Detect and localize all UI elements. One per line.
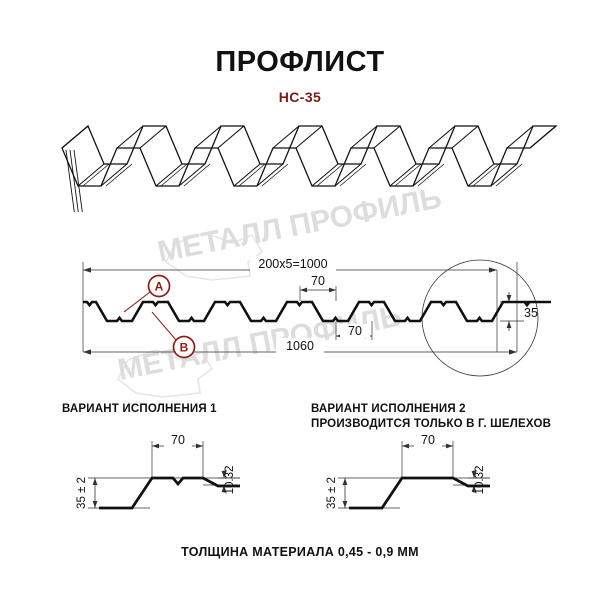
isometric-edge-hatch <box>69 149 79 213</box>
isometric-edge-hatch <box>65 149 75 213</box>
variant-1-dimension-top-width-label: 70 <box>171 433 185 447</box>
isometric-fold-line <box>194 125 222 149</box>
dimension-height: 35 <box>500 292 538 331</box>
callout-marker-a-label: A <box>155 280 164 294</box>
isometric-fold-line <box>217 125 245 149</box>
variant-2-dimension-flange-label: 10.32 <box>474 466 486 495</box>
dimension-trough-width-label: 70 <box>348 324 362 338</box>
isometric-fold-line <box>350 125 378 149</box>
callout-marker-b[interactable]: B <box>151 311 196 359</box>
isometric-edge-hatch <box>73 149 83 213</box>
variant-2-dimension-height: 35 ± 2 <box>326 477 348 509</box>
isometric-fold-line <box>77 163 105 187</box>
dimension-crest-width-label: 70 <box>311 274 325 288</box>
variant-2-drawing: 70 10.32 35 ± 2 <box>326 433 490 510</box>
isometric-rib-line <box>183 163 211 187</box>
variant-1-dimension-height: 35 ± 2 <box>76 477 98 509</box>
variant-1-drawing: 70 10.32 35 ± 2 <box>76 433 240 510</box>
isometric-fold-line <box>295 125 323 149</box>
isometric-rib-line <box>160 163 188 187</box>
isometric-fold-line <box>506 125 534 149</box>
isometric-fold-line <box>311 163 339 187</box>
variant-1-caption-line-1: ВАРИАНТ ИСПОЛНЕНИЯ 1 <box>62 403 217 415</box>
variant-2-dimension-flange: 10.32 <box>471 466 486 495</box>
isometric-fold-line <box>155 163 183 187</box>
isometric-fold-line <box>139 125 167 149</box>
variant-2-dimension-height-label: 35 ± 2 <box>326 477 338 509</box>
isometric-fold-line <box>529 125 557 149</box>
isometric-fold-line <box>334 163 362 187</box>
isometric-rib-line <box>238 163 266 187</box>
isometric-rib-line <box>394 163 422 187</box>
isometric-sheet-outline <box>61 124 558 187</box>
metall-profil-logo-2 <box>116 349 214 398</box>
isometric-fold-line <box>451 125 479 149</box>
dimension-total-width: 1060 <box>83 338 517 355</box>
isometric-rib-line <box>495 163 523 187</box>
isometric-fold-line <box>467 163 495 187</box>
variant-2-profile-line <box>349 476 490 510</box>
isometric-fold-line <box>61 125 89 149</box>
isometric-rib-line <box>472 163 500 187</box>
detail-circle <box>421 259 539 377</box>
isometric-fold-line <box>373 125 401 149</box>
isometric-fold-line <box>428 125 456 149</box>
page-subtitle: НС-35 <box>278 89 322 105</box>
isometric-rib-line <box>316 163 344 187</box>
variant-2-caption-line-1: ВАРИАНТ ИСПОЛНЕНИЯ 2 <box>311 403 466 415</box>
dimension-overall-pitch: 200x5=1000 <box>83 256 497 273</box>
variant-1-dimension-flange-label: 10.32 <box>224 466 236 495</box>
callout-marker-a[interactable]: A <box>123 274 171 313</box>
dimension-crest-width: 70 <box>299 274 337 301</box>
variant-1-dimension-height-label: 35 ± 2 <box>76 477 88 509</box>
variant-1-caption: ВАРИАНТ ИСПОЛНЕНИЯ 1 <box>62 402 217 417</box>
isometric-fold-line <box>116 125 144 149</box>
isometric-fold-line <box>272 125 300 149</box>
dimension-overall-pitch-label: 200x5=1000 <box>258 257 327 271</box>
callout-marker-b-label: B <box>180 341 189 355</box>
isometric-rib-line <box>82 163 110 187</box>
watermark-text: МЕТАЛЛ ПРОФИЛЬ <box>155 181 444 268</box>
isometric-fold-line <box>178 163 206 187</box>
isometric-rib-line <box>105 163 133 187</box>
isometric-rib-line <box>261 163 289 187</box>
variant-1-dimension-top-width: 70 <box>152 433 203 449</box>
variant-2-dimension-top-width: 70 <box>402 433 453 449</box>
variant-2-caption-line-2: ПРОИЗВОДИТСЯ ТОЛЬКО В Г. ШЕЛЕХОВ <box>311 418 552 430</box>
document-header: ПРОФЛИСТ НС-35 <box>0 46 600 105</box>
dimension-trough-width: 70 <box>335 321 373 340</box>
isometric-fold-line <box>412 163 440 187</box>
isometric-fold-line <box>100 163 128 187</box>
watermark-text: МЕТАЛЛ ПРОФИЛЬ <box>115 299 404 386</box>
metall-profil-logo <box>164 232 264 281</box>
material-thickness-note: ТОЛЩИНА МАТЕРИАЛА 0,45 - 0,9 ММ <box>181 545 419 559</box>
section-profile-line <box>83 300 551 323</box>
variant-1-profile-line <box>99 476 240 510</box>
isometric-fold-line <box>389 163 417 187</box>
isometric-fold-line <box>490 163 518 187</box>
page-title: ПРОФЛИСТ <box>215 46 385 78</box>
isometric-fold-line <box>233 163 261 187</box>
isometric-rib-line <box>417 163 445 187</box>
dimension-height-label: 35 <box>524 306 538 320</box>
variant-2-dimension-top-width-label: 70 <box>421 433 435 447</box>
variant-2-caption: ВАРИАНТ ИСПОЛНЕНИЯ 2 ПРОИЗВОДИТСЯ ТОЛЬКО… <box>311 402 551 432</box>
variant-1-dimension-flange: 10.32 <box>221 466 236 495</box>
isometric-fold-line <box>256 163 284 187</box>
dimension-total-width-label: 1060 <box>286 339 314 353</box>
isometric-rib-line <box>339 163 367 187</box>
